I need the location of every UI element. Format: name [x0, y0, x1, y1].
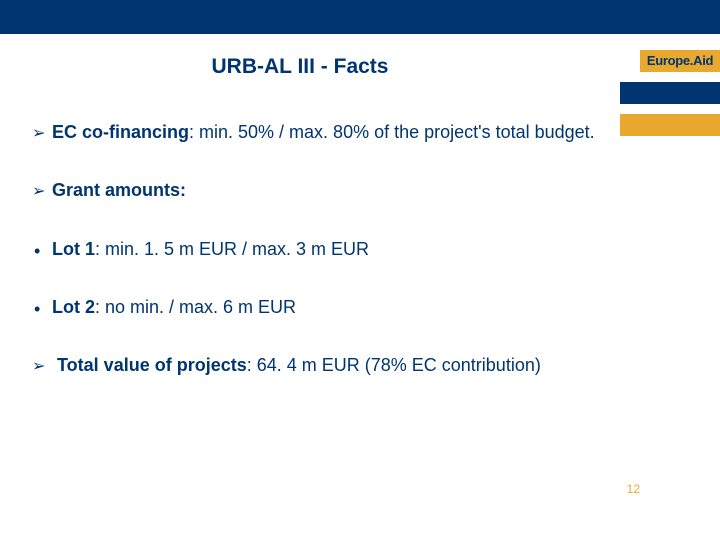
list-item: • Lot 2: no min. / max. 6 m EUR — [52, 295, 612, 319]
arrow-bullet-icon: ➢ — [32, 356, 45, 378]
decor-bar-navy — [620, 82, 720, 104]
item-bold: Total value of projects — [57, 355, 247, 375]
list-item: ➢ EC co-financing: min. 50% / max. 80% o… — [52, 120, 612, 144]
decor-bar-gold — [620, 114, 720, 136]
list-item: ➢ Total value of projects: 64. 4 m EUR (… — [52, 353, 612, 377]
dot-bullet-icon: • — [34, 297, 40, 321]
content-area: ➢ EC co-financing: min. 50% / max. 80% o… — [52, 120, 612, 377]
top-bar — [0, 0, 720, 34]
dot-bullet-icon: • — [34, 239, 40, 263]
item-bold: Lot 1 — [52, 239, 95, 259]
item-rest: : no min. / max. 6 m EUR — [95, 297, 296, 317]
slide-title: URB-AL III - Facts — [0, 55, 600, 79]
item-rest: : min. 1. 5 m EUR / max. 3 m EUR — [95, 239, 369, 259]
item-rest: : min. 50% / max. 80% of the project's t… — [189, 122, 595, 142]
arrow-bullet-icon: ➢ — [32, 123, 45, 145]
arrow-bullet-icon: ➢ — [32, 181, 45, 203]
list-item: ➢ Grant amounts: — [52, 178, 612, 202]
item-rest: : 64. 4 m EUR (78% EC contribution) — [247, 355, 541, 375]
item-bold: EC co-financing — [52, 122, 189, 142]
slide-number: 12 — [627, 482, 640, 496]
europeaid-badge: Europe.Aid — [640, 50, 720, 72]
item-bold: Grant amounts: — [52, 180, 186, 200]
list-item: • Lot 1: min. 1. 5 m EUR / max. 3 m EUR — [52, 237, 612, 261]
item-bold: Lot 2 — [52, 297, 95, 317]
